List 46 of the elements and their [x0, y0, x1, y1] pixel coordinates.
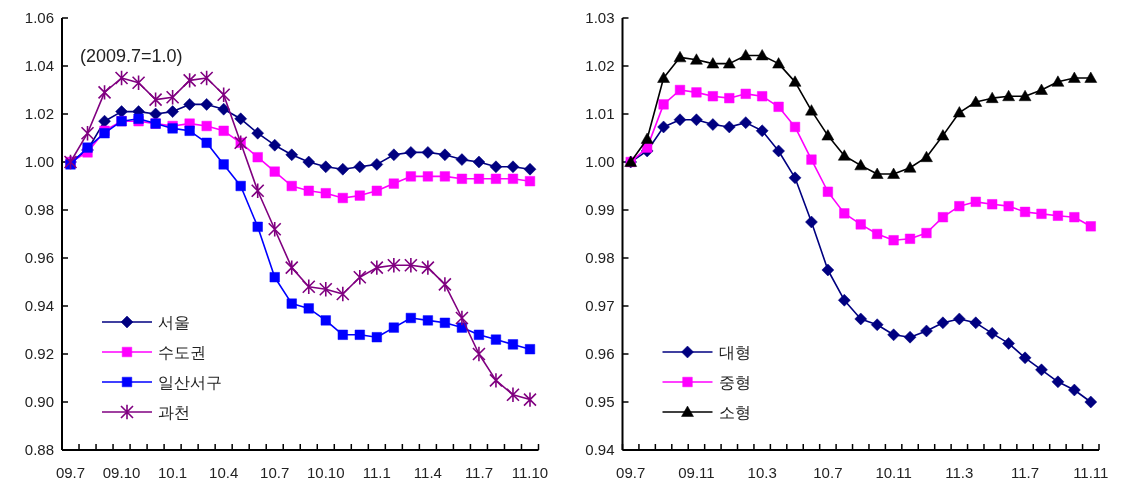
x-tick-label: 09.7 — [616, 464, 646, 481]
y-tick-label: 1.06 — [24, 9, 54, 26]
legend-label: 수도권 — [158, 344, 206, 361]
y-tick-label: 0.90 — [24, 393, 54, 410]
legend-label: 일산서구 — [158, 374, 222, 391]
y-tick-label: 1.04 — [24, 57, 54, 74]
y-tick-label: 1.01 — [585, 105, 615, 122]
x-tick-label: 11.4 — [413, 464, 442, 481]
y-tick-label: 1.00 — [24, 153, 54, 170]
y-tick-label: 0.94 — [585, 441, 615, 458]
x-tick-label: 09.11 — [678, 464, 715, 481]
x-tick-label: 10.7 — [813, 464, 843, 481]
legend-label: 중형 — [718, 374, 751, 391]
annotation: (2009.7=1.0) — [80, 46, 183, 66]
x-tick-label: 10.4 — [209, 464, 239, 481]
y-tick-label: 0.92 — [24, 345, 54, 362]
x-tick-label: 11.11 — [1073, 464, 1109, 481]
legend-label: 서울 — [158, 314, 190, 331]
x-tick-label: 11.3 — [945, 464, 974, 481]
y-tick-label: 1.02 — [24, 105, 54, 122]
x-tick-label: 10.11 — [875, 464, 912, 481]
x-tick-label: 10.3 — [747, 464, 777, 481]
y-tick-label: 0.95 — [585, 393, 615, 410]
x-tick-label: 11.1 — [362, 464, 391, 481]
x-tick-label: 11.7 — [1011, 464, 1040, 481]
y-tick-label: 0.98 — [585, 249, 615, 266]
y-tick-label: 1.00 — [585, 153, 615, 170]
y-tick-label: 0.88 — [24, 441, 54, 458]
legend-label: 소형 — [718, 404, 751, 421]
x-tick-label: 10.10 — [307, 464, 345, 481]
y-tick-label: 0.96 — [585, 345, 615, 362]
x-tick-label: 10.7 — [260, 464, 290, 481]
legend-label: 대형 — [718, 344, 751, 361]
y-tick-label: 1.02 — [585, 57, 615, 74]
x-tick-label: 11.10 — [511, 464, 549, 481]
y-tick-label: 0.96 — [24, 249, 54, 266]
x-tick-label: 11.7 — [464, 464, 493, 481]
y-tick-label: 0.98 — [24, 201, 54, 218]
y-tick-label: 1.03 — [585, 9, 615, 26]
y-tick-label: 0.97 — [585, 297, 615, 314]
x-tick-label: 10.1 — [158, 464, 188, 481]
x-tick-label: 09.7 — [55, 464, 86, 481]
y-tick-label: 0.99 — [585, 201, 615, 218]
legend-label: 과천 — [158, 404, 190, 421]
y-tick-label: 0.94 — [24, 297, 54, 314]
x-tick-label: 09.10 — [102, 464, 141, 481]
